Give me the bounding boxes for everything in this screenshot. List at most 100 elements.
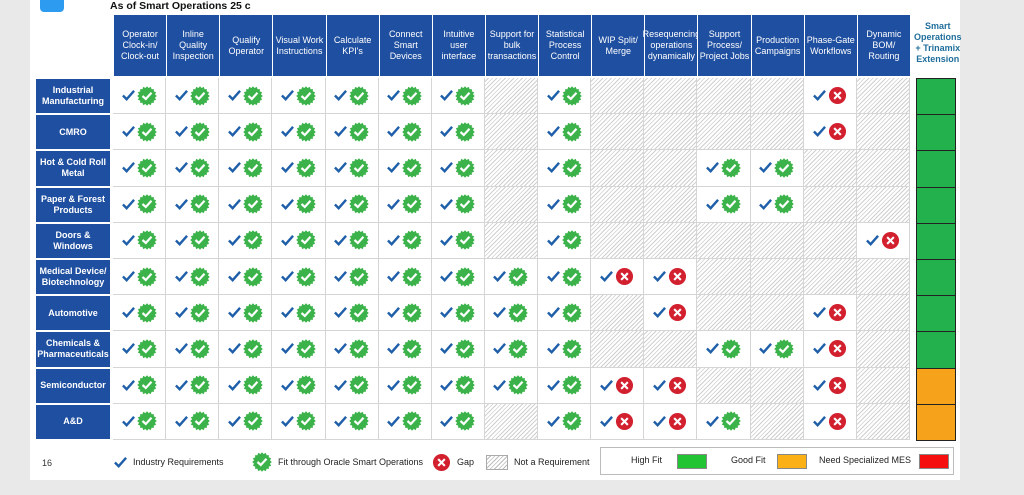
matrix-cell [697,150,751,187]
fit-badge [136,230,157,251]
matrix-cell [113,295,167,332]
fit-badge [561,411,582,432]
fit-badge [243,158,263,178]
check-icon [121,126,135,138]
column-header: Phase-Gate Workflows [804,15,857,76]
matrix-cell [431,186,485,223]
fit-badge [189,266,210,287]
matrix-cell [378,150,432,187]
row-label: CMRO [36,115,110,150]
fit-scale: High Fit Good Fit Need Specialized MES [600,447,954,475]
fit-badge [455,266,476,287]
check-icon [281,307,294,319]
check-icon [114,456,127,468]
fit-badge [455,339,476,359]
fit-badge [721,194,741,214]
fit-badge [455,121,476,142]
gap-icon [669,268,687,286]
check-icon [334,415,348,427]
matrix-cell [325,403,379,440]
column-header: WIP Split/ Merge [592,15,645,76]
matrix-cell [431,114,485,151]
check-icon [546,162,560,174]
matrix-cell [750,403,804,440]
check-icon [121,234,135,246]
matrix-cell [644,367,698,404]
check-icon [546,271,560,283]
check-icon [387,343,401,355]
matrix-cell [272,114,326,151]
check-icon [440,379,454,391]
matrix-cell [803,259,857,296]
matrix-cell [378,186,432,223]
fit-badge [561,230,582,251]
check-icon [387,379,401,391]
matrix-cell [803,403,857,440]
matrix-cell [166,295,220,332]
gap-icon [616,376,634,394]
check-icon [440,198,454,210]
legend-item: Gap [432,452,474,472]
matrix-cell [272,331,326,368]
matrix-cell [113,222,167,259]
column-header: Production Campaigns [751,15,804,76]
gap-icon [828,123,846,141]
check-icon [281,90,294,102]
check-icon [653,307,667,319]
check-icon [121,198,135,210]
matrix-cell [591,186,645,223]
matrix-cell [272,222,326,259]
matrix-cell [591,150,645,187]
fit-badge [508,375,529,395]
matrix-cell [272,367,326,404]
fit-badge [136,411,157,432]
check-icon [653,271,667,283]
matrix-cell [538,150,592,187]
check-icon [387,198,401,210]
check-icon [387,234,401,246]
check-icon [865,234,879,246]
fit-badge [136,158,157,178]
fit-badge [296,375,316,395]
matrix-cell [803,78,857,115]
matrix-cell [431,295,485,332]
matrix-cell [272,403,326,440]
check-icon [121,415,135,427]
scale-label: Need Specialized MES [819,455,912,465]
check-icon [706,162,719,174]
column-header: Support Process/ Project Jobs [698,15,751,76]
matrix-cell [219,367,273,404]
legend-item: Industry Requirements [114,452,224,472]
fit-badge [136,85,157,106]
fit-badge [561,339,582,359]
fit-badge [774,194,794,214]
matrix-cell [750,150,804,187]
matrix-cell [325,259,379,296]
legend-icon [486,454,508,470]
matrix-cell [750,114,804,151]
fit-badge [349,302,369,323]
matrix-cell [431,331,485,368]
matrix-cell [538,114,592,151]
check-icon [546,307,560,319]
matrix-cell [378,331,432,368]
check-icon [227,126,241,138]
fit-badge [455,375,476,395]
check-icon [546,379,560,391]
check-icon [227,379,241,391]
column-header: Dynamic BOM/ Routing [857,15,910,76]
fit-badge [189,375,210,395]
check-icon [227,234,241,246]
check-icon [653,379,667,391]
check-icon [493,271,507,283]
fit-badge [296,339,316,359]
matrix-cell [484,78,539,115]
fit-badge [774,339,794,359]
matrix-cell [113,403,167,440]
matrix-cell [325,331,379,368]
matrix-cell [431,367,485,404]
matrix-cell [591,295,645,332]
matrix-cell [431,78,485,115]
column-header: Intuitive user interface [432,15,485,76]
